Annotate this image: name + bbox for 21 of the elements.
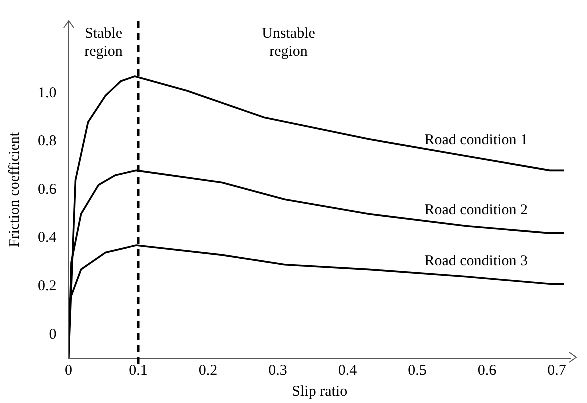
x-tick-label: 0.1	[129, 362, 148, 379]
annotation: Stable region	[84, 26, 124, 60]
y-tick-label: 0.2	[38, 278, 57, 295]
y-tick-label: 0.8	[38, 134, 57, 150]
y-tick-label: 0.6	[38, 182, 58, 198]
series-label: Road condition 1	[424, 132, 528, 149]
x-tick-label: 0.2	[198, 362, 218, 379]
y-axis-title: Friction coefficient	[6, 132, 23, 248]
y-tick-label: 0	[49, 326, 57, 343]
series-label: Road condition 3	[424, 253, 528, 270]
y-tick-label: 1.0	[38, 85, 57, 102]
x-tick-label: 0.3	[268, 362, 288, 379]
x-tick-label: 0.6	[478, 362, 498, 379]
x-tick-label: 0.5	[408, 362, 427, 379]
x-tick-label: 0	[65, 362, 72, 379]
x-tick-label: 0.4	[338, 362, 358, 379]
x-tick-label: 0.7	[548, 362, 567, 379]
x-axis-title: Slip ratio	[292, 384, 348, 400]
series-label: Road condition 2	[424, 202, 528, 219]
y-tick-label: 0.4	[38, 230, 58, 246]
annotation: Unstable region	[262, 26, 316, 60]
